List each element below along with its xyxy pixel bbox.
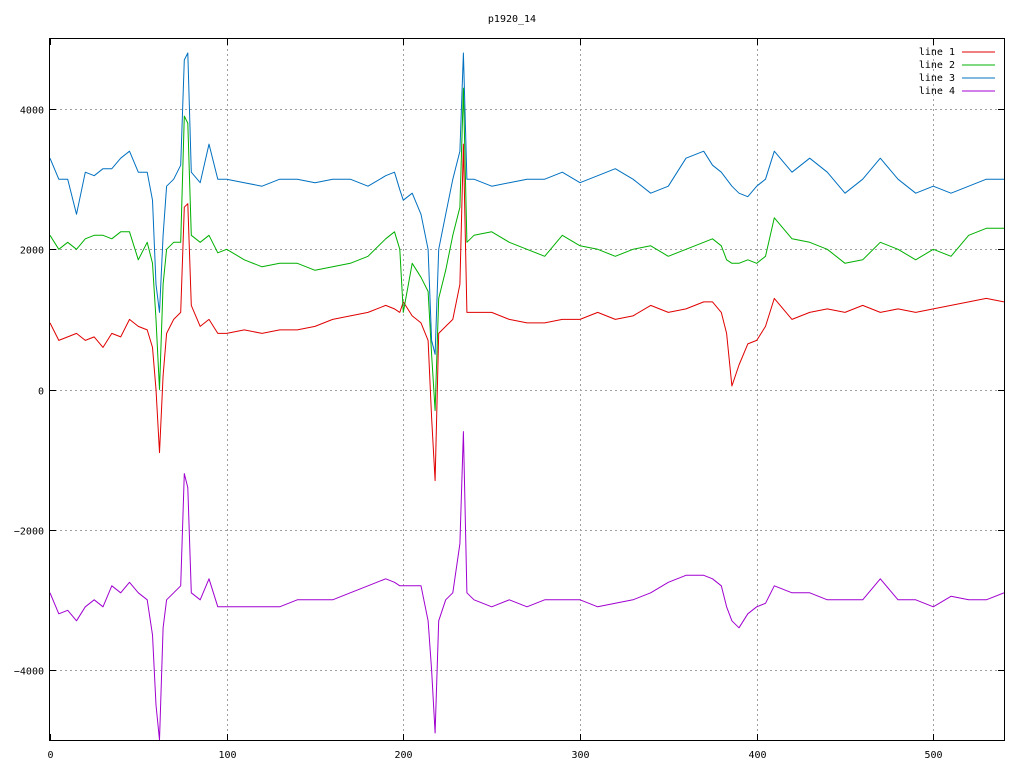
legend-label: line 1 [919, 47, 955, 58]
y-tick-label: 2000 [20, 246, 44, 257]
legend: line 1 line 2 line 3 line 4 [919, 47, 995, 97]
x-tick-label: 400 [748, 750, 766, 761]
series-line-3 [50, 52, 1004, 355]
legend-label: line 3 [919, 73, 955, 84]
tick-labels: 0 100 200 300 400 500 −4000 −2000 0 2000 4000 [14, 39, 1004, 761]
y-tick-label: 0 [38, 387, 44, 398]
x-tick-label: 0 [47, 750, 53, 761]
series-line-2 [50, 87, 1004, 411]
plot-frame [49, 38, 1005, 741]
y-tick-label: 4000 [20, 106, 44, 117]
grid [50, 39, 1004, 740]
x-tick-label: 200 [394, 750, 412, 761]
x-tick-label: 500 [924, 750, 942, 761]
series-line-1 [50, 143, 1004, 482]
series-line-4 [50, 431, 1004, 740]
y-tick-label: −4000 [14, 667, 44, 678]
y-tick-label: −2000 [14, 527, 44, 538]
x-tick-label: 100 [218, 750, 236, 761]
x-tick-label: 300 [571, 750, 589, 761]
legend-label: line 4 [919, 86, 955, 97]
chart-title: p1920_14 [488, 14, 536, 25]
legend-label: line 2 [919, 60, 955, 71]
plot-series [50, 52, 1004, 740]
